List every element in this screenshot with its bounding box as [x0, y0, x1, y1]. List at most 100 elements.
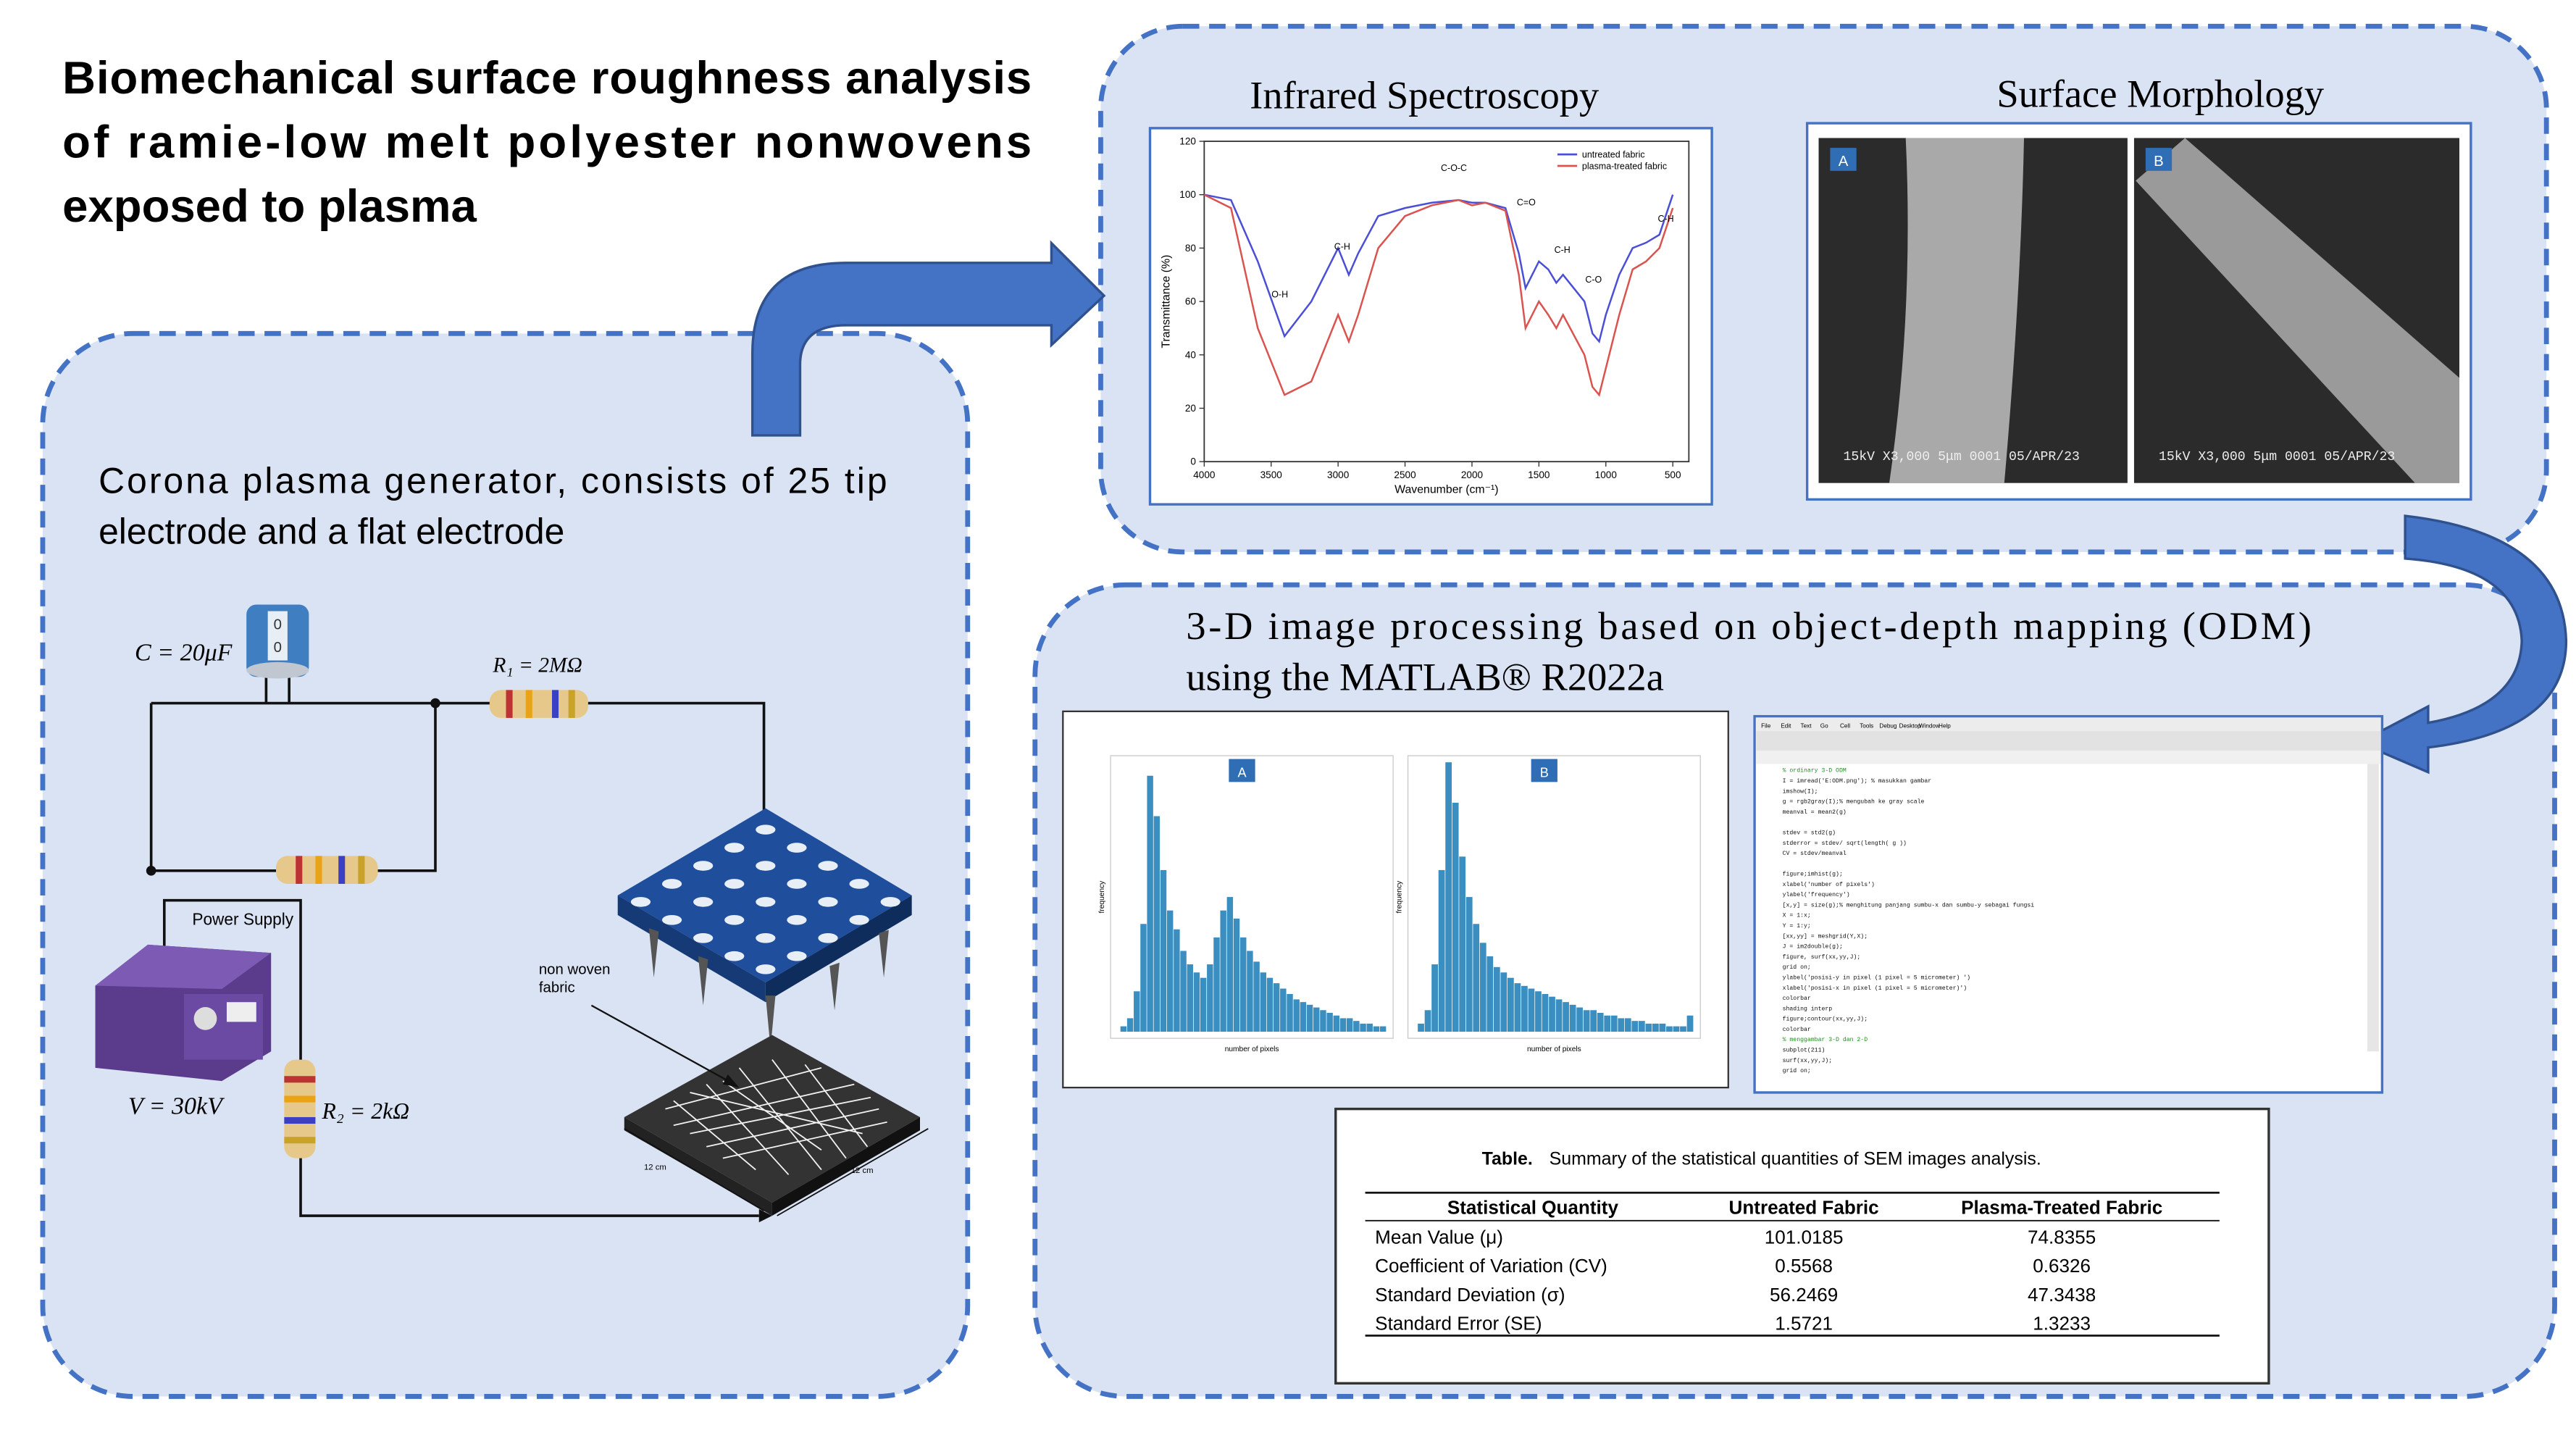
- pointer-line: [590, 1004, 735, 1085]
- spectrum-line: [1203, 193, 1674, 397]
- histogram-bar: [1153, 816, 1161, 1032]
- x-tick-label: 500: [1665, 469, 1681, 480]
- svg-text:0: 0: [274, 617, 282, 632]
- histogram-bar: [1266, 977, 1274, 1032]
- x-axis-label: Wavenumber (cm⁻¹): [1394, 483, 1499, 496]
- histogram-bar: [1673, 1026, 1680, 1032]
- table-cell: Mean Value (μ): [1375, 1227, 1503, 1248]
- panel-text: electrode and a flat electrode: [99, 511, 564, 552]
- code-line: ylabel('frequency'): [1783, 891, 1850, 898]
- histogram-bar: [1233, 918, 1240, 1032]
- histogram-bar: [1273, 983, 1280, 1032]
- histogram-bar: [1542, 993, 1549, 1032]
- flow-arrow: [2356, 514, 2568, 774]
- caption-text: Summary of the statistical quantities of…: [1550, 1149, 2041, 1169]
- spectrum-line: [1204, 193, 1674, 344]
- table-header: Untreated Fabric: [1729, 1197, 1879, 1219]
- histogram-bar: [1373, 1026, 1380, 1032]
- menu-item: File: [1761, 723, 1771, 730]
- panel-badge: [1830, 148, 1857, 171]
- histogram-bar: [1320, 1010, 1326, 1032]
- y-tick-label: 40: [1185, 349, 1197, 360]
- code-line: J = im2double(g);: [1783, 943, 1843, 951]
- menu-item: Debug: [1879, 723, 1897, 730]
- capacitor: 0 0: [246, 604, 309, 679]
- y-tick-label: 100: [1179, 189, 1196, 200]
- voltage-label: V = 30kV: [128, 1093, 225, 1119]
- peak-label: C-H: [1334, 242, 1350, 252]
- junction: [146, 866, 156, 876]
- code-line: CV = stdev/meanval: [1783, 850, 1847, 857]
- histogram-bar: [1240, 937, 1247, 1032]
- dimension-label: 12 cm: [851, 1166, 874, 1175]
- histogram-bar: [1493, 966, 1500, 1032]
- histogram-bar: [1645, 1023, 1652, 1032]
- junction: [430, 698, 440, 709]
- dimension-label: 12 cm: [644, 1164, 666, 1172]
- panel-text: Corona plasma generator, consists of 25 …: [99, 460, 887, 501]
- histogram-bar: [1346, 1018, 1353, 1032]
- peak-label: C-O: [1585, 275, 1602, 285]
- histogram-bar: [1473, 924, 1480, 1032]
- code-line: stdev = std2(g): [1783, 829, 1836, 836]
- power-supply: [95, 944, 272, 1082]
- arrow-head: [758, 1208, 772, 1223]
- histogram-bar: [1339, 1018, 1347, 1032]
- panel-label: B: [2154, 154, 2164, 170]
- histogram-bar: [1576, 1007, 1583, 1032]
- peak-label: O-H: [1271, 289, 1288, 299]
- histogram-bar: [1555, 999, 1563, 1032]
- code-line: xlabel('posisi-x in pixel (1 pixel = 5 m…: [1783, 985, 1967, 992]
- histogram-area: [1407, 755, 1701, 1039]
- histogram-bar: [1686, 1015, 1694, 1032]
- code-line: xlabel('number of pixels'): [1783, 881, 1875, 888]
- table-cell: 1.5721: [1775, 1313, 1833, 1335]
- nonwoven-fabric: [624, 1035, 920, 1216]
- table-frame: [1334, 1107, 2270, 1385]
- histogram-bar: [1220, 910, 1226, 1032]
- toolbar: [1756, 751, 2381, 764]
- histogram-bar: [1333, 1015, 1340, 1032]
- scrollbar: [2367, 764, 2379, 1052]
- section-title: using the MATLAB® R2022a: [1186, 655, 1663, 698]
- code-line: X = 1:x;: [1783, 913, 1811, 919]
- table-cell: 0.6326: [2033, 1255, 2091, 1277]
- x-axis-label: number of pixels: [1527, 1045, 1581, 1053]
- histogram-bar: [1260, 972, 1267, 1032]
- y-tick-label: 80: [1185, 243, 1197, 254]
- table-cell: 47.3438: [2028, 1284, 2096, 1306]
- peak-label: C-O-C: [1441, 163, 1467, 173]
- table-header: Plasma-Treated Fabric: [1961, 1197, 2162, 1219]
- code-line: I = imread('E:ODM.png'); % masukkan gamb…: [1783, 777, 1932, 785]
- histogram-bar: [1180, 951, 1187, 1032]
- histogram-bar: [1486, 956, 1494, 1032]
- histogram-bar: [1353, 1021, 1360, 1032]
- histogram-bar: [1514, 983, 1521, 1032]
- section-title: Surface Morphology: [1996, 72, 2324, 115]
- histogram-bar: [1287, 993, 1293, 1032]
- histogram-bar: [1213, 937, 1220, 1032]
- table-cell: 74.8355: [2028, 1227, 2096, 1248]
- sem-caption: 15kV X3,000 5μm 0001 05/APR/23: [2159, 450, 2395, 464]
- code-line: figure;imhist(g);: [1783, 871, 1843, 878]
- legend-label: plasma-treated fabric: [1582, 162, 1667, 172]
- histogram-bar: [1652, 1023, 1659, 1032]
- code-line: stderror = stdev/ sqrt(length( g )): [1783, 840, 1907, 847]
- flow-arrow: [750, 240, 1106, 437]
- x-axis-label: number of pixels: [1225, 1045, 1279, 1053]
- histogram-bar: [1500, 972, 1507, 1032]
- resistor: [489, 690, 588, 718]
- statistics-table: Table. Summary of the statistical quantit…: [1365, 1149, 2220, 1337]
- code-line: [x,y] = size(g);% menghitung panjang sum…: [1783, 901, 2035, 909]
- panel-badge: [1531, 759, 1557, 782]
- menu-item: Cell: [1840, 723, 1850, 730]
- code-line: g = rgb2gray(I);% mengubah ke gray scale: [1783, 798, 1925, 806]
- matlab-code: File Edit Text Go Cell Tools Debug DesktopWindo…: [1761, 723, 2034, 1075]
- histogram-bar: [1597, 1013, 1604, 1032]
- sem-fiber: [1889, 138, 2024, 483]
- toolbar: [1756, 731, 2381, 751]
- histogram-bar: [1659, 1023, 1666, 1032]
- x-tick-label: 4000: [1193, 469, 1216, 480]
- code-line: colorbar: [1783, 1026, 1811, 1033]
